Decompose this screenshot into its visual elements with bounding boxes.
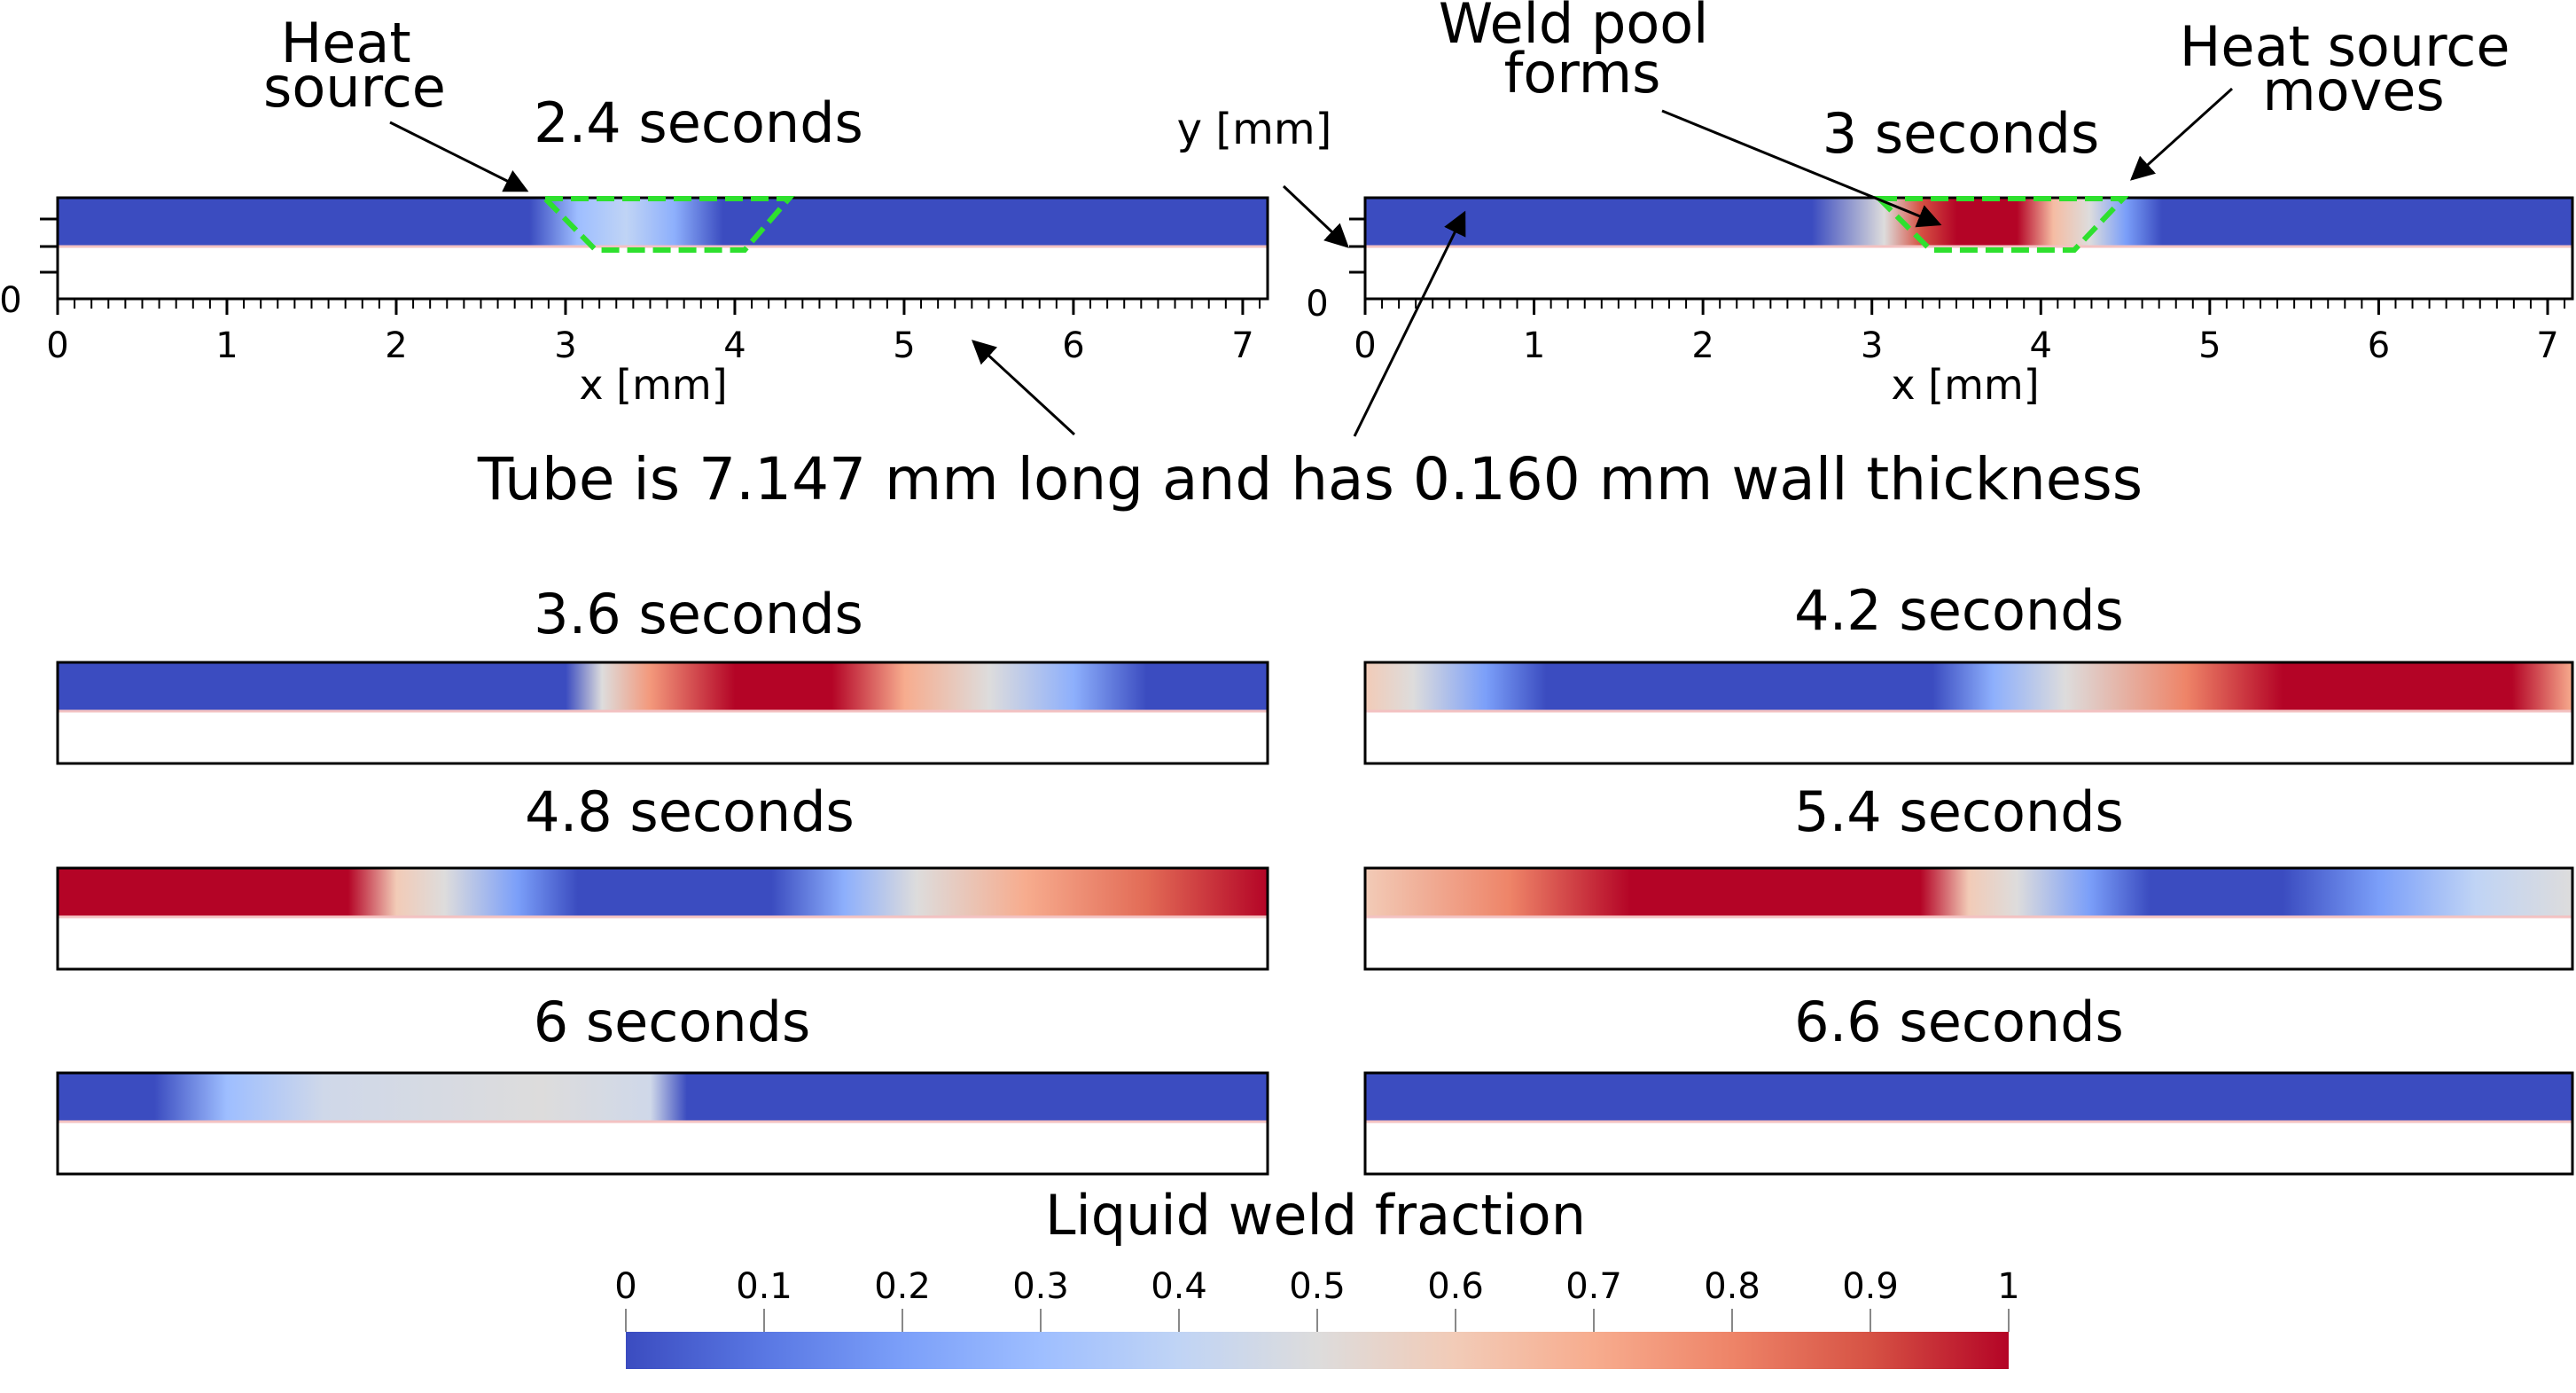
colorbar-tick-label-0.6: 0.6 [1427,1266,1484,1307]
frame-1-title: 2.4 seconds [534,90,863,155]
frame-2-panel: 3 seconds 0 0 1 2 3 4 5 6 7 x [mm] [1306,101,2574,409]
frame-2-x-tick-label-4: 4 [2030,325,2052,366]
tube-caption-arrow-left [972,340,1076,436]
frame-1-axis-zero: 0 [0,280,22,321]
frame-1-panel: 2.4 seconds 0 0 1 2 3 4 5 6 7 x [mm] [0,90,1269,409]
frame-6-panel: 5.4 seconds [1363,779,2574,971]
frame-2-axis-zero: 0 [1306,284,1328,325]
weld-pool-arrow [1661,109,1942,228]
frame-3-tube-wall [58,662,1268,711]
frame-1-x-tick-label-6: 6 [1062,325,1084,366]
frame-4-tube-wall [1365,662,2572,711]
frame-1-x-tick-label-2: 2 [385,325,407,366]
frame-2-x-tick-label-1: 1 [1523,325,1545,366]
frame-8-frame [1363,1071,2574,1176]
frame-5-tube-wall [58,868,1268,917]
frame-4-frame [1363,661,2574,765]
heat-source-line-2: source [263,55,446,120]
heat-source-moves-line-1: Heat source [2180,14,2510,79]
frame-5-title: 4.8 seconds [525,779,855,844]
frame-6-frame [1363,866,2574,971]
heat-source-annotation: Heat source [263,11,446,120]
heat-source-moves-annotation: Heat source moves [2180,14,2527,123]
frame-2-x-tick-label-0: 0 [1354,325,1376,366]
frame-1-x-tick-label-4: 4 [723,325,745,366]
colorbar-tick-label-0.8: 0.8 [1704,1266,1760,1307]
heat-source-outline [538,196,795,253]
frame-1-x-tick-label-5: 5 [893,325,915,366]
annotations: Heat source Weld pool forms Heat source … [263,0,2527,513]
tube-caption-arrow-right [1353,210,1466,437]
frame-4-title: 4.2 seconds [1794,578,2124,643]
frame-7-panel: 6 seconds [56,990,1269,1176]
colorbar-tick-label-0: 0 [614,1266,636,1307]
frame-2-x-tick-label-6: 6 [2368,325,2390,366]
frame-1-x-tick-label-0: 0 [46,325,68,366]
heat-source-moves-arrow [2129,87,2234,181]
frame-7-tube-wall [58,1073,1268,1122]
frame-2-x-axis: 0 1 2 3 4 5 6 7 [1354,299,2566,366]
weld-pool-annotation: Weld pool forms [1439,0,1726,106]
colorbar-tick-label-0.1: 0.1 [736,1266,792,1307]
frame-4-panel: 4.2 seconds [1363,578,2574,765]
colorbar-title: Liquid weld fraction [1045,1183,1586,1248]
frame-8-title: 6.6 seconds [1794,990,2124,1054]
colorbar-tick-label-0.3: 0.3 [1012,1266,1069,1307]
colorbar-tick-label-1: 1 [1997,1266,2019,1307]
frame-6-tube-wall [1365,868,2572,917]
frame-2-x-tick-label-2: 2 [1691,325,1713,366]
colorbar-ticks: 0 0.1 0.2 0.3 0.4 0.5 0.6 0.7 0.8 0.9 1 [614,1266,2020,1332]
colorbar-gradient [626,1332,2009,1369]
colorbar-tick-label-0.5: 0.5 [1289,1266,1346,1307]
frame-5-frame [56,866,1269,971]
frame-1-x-tick-label-7: 7 [1231,325,1253,366]
frame-1-x-axis: 0 1 2 3 4 5 6 7 [46,299,1261,366]
frame-3-frame [56,661,1269,765]
colorbar-tick-label-0.4: 0.4 [1151,1266,1207,1307]
frame-1-y-ticks [40,217,58,274]
frame-7-frame [56,1071,1269,1176]
frame-2-x-tick-label-7: 7 [2536,325,2558,366]
colorbar-tick-label-0.9: 0.9 [1842,1266,1899,1307]
y-axis-arrow [1282,184,1349,248]
frame-2-x-axis-label: x [mm] [1891,361,2039,409]
weld-pool-outline [1872,196,2129,253]
frame-8-panel: 6.6 seconds [1363,990,2574,1176]
heat-source-line-1: Heat [281,11,411,75]
frame-2-y-ticks [1349,217,1365,274]
frame-1-tube-wall [58,198,1268,247]
frame-7-title: 6 seconds [534,990,811,1054]
colorbar-tick-label-0.7: 0.7 [1565,1266,1622,1307]
frame-3-panel: 3.6 seconds [56,582,1269,765]
y-axis-annotation: y [mm] [1177,105,1332,154]
weld-pool-line-2: forms [1504,41,1661,106]
frame-5-panel: 4.8 seconds [56,779,1269,971]
tube-caption: Tube is 7.147 mm long and has 0.160 mm w… [477,445,2143,513]
frame-3-title: 3.6 seconds [534,582,863,646]
heat-source-arrow [389,121,529,192]
frame-8-tube-wall [1365,1073,2572,1122]
frame-6-title: 5.4 seconds [1794,779,2124,844]
frame-2-x-tick-label-5: 5 [2198,325,2221,366]
colorbar-tick-label-0.2: 0.2 [874,1266,931,1307]
frame-1-x-tick-label-3: 3 [554,325,576,366]
colorbar: Liquid weld fraction 0 0.1 0.2 0.3 0.4 0.5 0.6… [614,1183,2020,1369]
frame-1-x-axis-label: x [mm] [579,361,727,409]
frame-2-tube-wall [1365,198,2572,247]
weld-pool-line-1: Weld pool [1439,0,1709,56]
frame-1-x-tick-label-1: 1 [215,325,238,366]
heat-source-moves-line-2: moves [2262,59,2444,123]
frame-2-title: 3 seconds [1823,101,2100,166]
frame-2-x-tick-label-3: 3 [1861,325,1883,366]
